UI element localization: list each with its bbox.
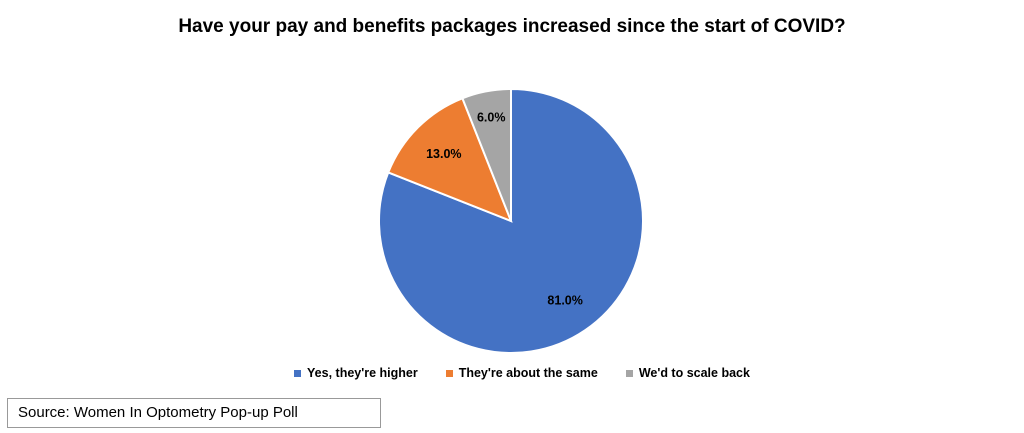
- legend-label-yes: Yes, they're higher: [307, 366, 418, 380]
- legend-item-scale-back: We'd to scale back: [625, 366, 750, 380]
- slice-scale-back: [461, 87, 512, 222]
- legend-item-yes: Yes, they're higher: [294, 366, 418, 380]
- data-label-same: 13.0%: [426, 147, 461, 161]
- chart-legend: Yes, they're higher They're about the sa…: [0, 366, 1024, 380]
- source-note: Source: Women In Optometry Pop-up Poll: [7, 398, 381, 428]
- legend-item-same: They're about the same: [445, 366, 598, 380]
- legend-label-scale-back: We'd to scale back: [638, 366, 750, 380]
- legend-swatch-same: [445, 369, 453, 377]
- slice-same: [386, 96, 513, 223]
- data-label-scale-back: 6.0%: [477, 110, 506, 124]
- chart-title: Have your pay and benefits packages incr…: [178, 16, 846, 37]
- legend-swatch-scale-back: [625, 369, 633, 377]
- legend-swatch-yes: [294, 369, 302, 377]
- legend-label-same: They're about the same: [458, 366, 598, 380]
- data-label-yes: 81.0%: [547, 294, 582, 308]
